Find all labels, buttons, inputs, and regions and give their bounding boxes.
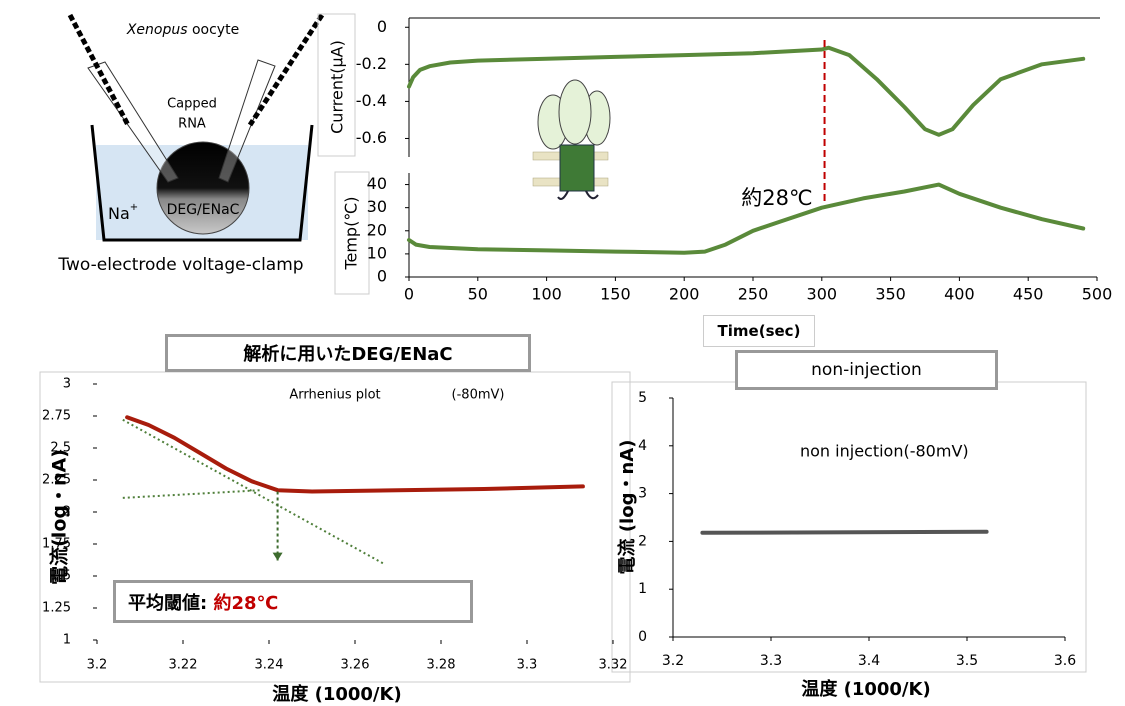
x-tick-label: 3.32	[599, 658, 628, 673]
y-tick-label: 20	[367, 220, 387, 239]
x-tick-label: 400	[944, 285, 975, 304]
y-tick-label: 10	[367, 243, 387, 262]
x-axis-title: Time(sec)	[703, 315, 815, 347]
x-tick-label: 3.3	[760, 653, 782, 669]
y-tick-label: 2	[638, 533, 647, 549]
x-tick-label: 3.22	[169, 658, 198, 673]
organism: Xenopus	[126, 22, 188, 38]
y-axis-title: Current(μA)	[328, 40, 347, 134]
caption: Two-electrode voltage-clamp	[57, 255, 303, 275]
arrow-head	[273, 553, 283, 561]
x-tick-label: 500	[1082, 285, 1113, 304]
setup-diagram: Xenopus oocyte Capped RNA Na+ DEG/ENaC T…	[57, 15, 322, 275]
y-axis-title: Temp(℃)	[342, 196, 361, 270]
x-tick-label: 100	[531, 285, 562, 304]
x-tick-label: 50	[468, 285, 488, 304]
x-tick-label: 3.5	[956, 653, 978, 669]
y-axis-title: 電流 (log・nA)	[616, 440, 638, 575]
x-tick-label: 250	[738, 285, 769, 304]
threshold-value: 約28℃	[213, 589, 278, 615]
y-tick-label: 0	[377, 267, 387, 286]
y-tick-label: 1.25	[42, 601, 71, 616]
rna-label: Capped	[167, 97, 217, 112]
x-axis-title: 温度 (1000/K)	[272, 683, 401, 705]
note: non injection(-80mV)	[800, 442, 969, 461]
y-tick-label: 1	[63, 633, 71, 648]
subtitle: Arrhenius plot	[289, 388, 380, 403]
channel-label: DEG/ENaC	[167, 202, 240, 218]
x-tick-label: 0	[404, 285, 414, 304]
pore	[560, 145, 594, 191]
x-tick-label: 450	[1013, 285, 1044, 304]
label: Xenopus oocyte	[126, 22, 239, 38]
note: (-80mV)	[452, 388, 505, 403]
x-tick-label: 300	[807, 285, 838, 304]
x-tick-label: 3.24	[255, 658, 284, 673]
x-tick-label: 3.6	[1054, 653, 1076, 669]
y-tick-label: -0.2	[356, 54, 387, 73]
x-tick-label: 200	[669, 285, 700, 304]
chart-title: non-injection	[735, 350, 998, 390]
data-line	[409, 48, 1083, 135]
page: {"diagram": {"organism": "Xenopus", "org…	[0, 0, 1125, 706]
ion: Na	[108, 204, 130, 223]
threshold-label: 平均閾値:	[128, 589, 207, 615]
x-tick-label: 3.3	[517, 658, 538, 673]
y-tick-label: -0.6	[356, 128, 387, 147]
y-tick-label: 0	[377, 17, 387, 36]
x-tick-label: 3.28	[427, 658, 456, 673]
y-tick-label: 1	[638, 581, 647, 597]
y-tick-label: 5	[638, 390, 647, 406]
annotation: 約28℃	[741, 186, 812, 210]
data-line	[127, 417, 583, 491]
x-tick-label: 150	[600, 285, 631, 304]
threshold-box: 平均閾値: 約28℃	[113, 580, 473, 623]
x-tick-label: 3.2	[87, 658, 108, 673]
organism-rest: oocyte	[192, 22, 239, 38]
ion-charge: +	[130, 202, 138, 213]
x-tick-label: 3.2	[662, 653, 684, 669]
x-tick-label: 350	[875, 285, 906, 304]
x-tick-label: 3.26	[341, 658, 370, 673]
x-tick-label: 3.4	[858, 653, 880, 669]
channel-icon	[533, 80, 610, 199]
y-tick-label: 2.75	[42, 409, 71, 424]
y-tick-label: 4	[638, 438, 647, 454]
plot-frame	[612, 382, 1086, 672]
tail	[558, 191, 598, 199]
y-tick-label: -0.4	[356, 91, 387, 110]
chart-title: 解析に用いたDEG/ENaC	[165, 334, 531, 372]
subunit	[559, 80, 591, 144]
rna-label: RNA	[178, 117, 206, 132]
y-tick-label: 3	[63, 377, 71, 392]
y-tick-label: 40	[367, 174, 387, 193]
data-line	[702, 532, 986, 533]
y-axis-title: 電流(log・nA)	[48, 449, 71, 585]
x-axis-title: 温度 (1000/K)	[801, 678, 930, 700]
y-tick-label: 3	[638, 486, 647, 502]
y-tick-label: 0	[638, 629, 647, 645]
y-tick-label: 30	[367, 197, 387, 216]
fit-line	[123, 490, 261, 498]
